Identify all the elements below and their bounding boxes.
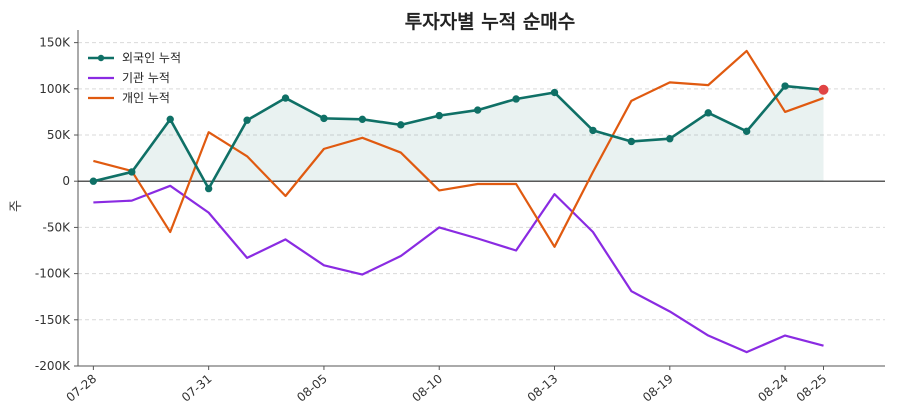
y-tick-label: -200K	[35, 359, 71, 373]
y-tick-label: 100K	[39, 82, 71, 96]
data-point	[627, 137, 636, 146]
grid-lines	[78, 42, 885, 367]
series-lines	[93, 49, 824, 354]
y-tick-label: -50K	[43, 220, 72, 234]
series-line	[93, 49, 824, 248]
data-point	[281, 94, 290, 102]
data-point	[320, 114, 328, 123]
data-point	[781, 82, 789, 90]
data-point	[742, 127, 751, 136]
x-tick-label: 08-25	[794, 372, 830, 405]
y-tick-label: 150K	[39, 36, 71, 50]
data-point	[358, 115, 367, 124]
legend-label: 외국인 누적	[122, 51, 181, 65]
legend-label: 기관 누적	[122, 71, 170, 85]
x-tick-labels: 07-28 07-31 08-05 08-10 08-13 08-19 08-24 08-25	[64, 372, 830, 405]
data-point	[666, 135, 674, 143]
data-point	[166, 115, 174, 124]
series-area-fill	[93, 86, 824, 189]
y-axis-label: 주	[9, 200, 24, 212]
data-point	[473, 106, 482, 114]
x-tick-label: 08-24	[755, 372, 791, 405]
last-data-point	[818, 84, 829, 95]
x-tick-label: 08-19	[640, 372, 676, 405]
data-point	[435, 111, 443, 120]
series-line	[93, 184, 824, 354]
data-point	[128, 168, 136, 176]
y-tick-label: 50K	[47, 128, 71, 142]
x-tick-label: 08-10	[409, 372, 445, 405]
data-point	[512, 95, 520, 103]
y-tick-label: -150K	[35, 313, 71, 327]
y-tick-label: -100K	[35, 267, 71, 281]
x-tick-label: 08-05	[294, 372, 330, 405]
series-line	[93, 84, 824, 190]
series-points	[89, 82, 829, 193]
data-point	[204, 184, 213, 193]
data-point	[589, 126, 597, 135]
legend-marker	[97, 54, 105, 62]
x-tick-label: 08-13	[525, 372, 561, 405]
data-point	[704, 109, 712, 117]
data-point	[89, 177, 98, 185]
legend-label: 개인 누적	[122, 91, 170, 105]
y-tick-labels: 150K 100K 50K 0 -50K -100K -150K -200K	[35, 36, 71, 373]
data-point	[550, 88, 559, 97]
x-tick-label: 07-31	[179, 372, 215, 405]
y-tick-label: 0	[62, 174, 70, 188]
data-point	[397, 121, 405, 129]
area-layer	[93, 86, 824, 189]
data-point	[243, 116, 251, 124]
x-tick-label: 07-28	[64, 372, 100, 405]
chart-title: 투자자별 누적 순매수	[405, 11, 576, 33]
axes	[74, 30, 885, 370]
